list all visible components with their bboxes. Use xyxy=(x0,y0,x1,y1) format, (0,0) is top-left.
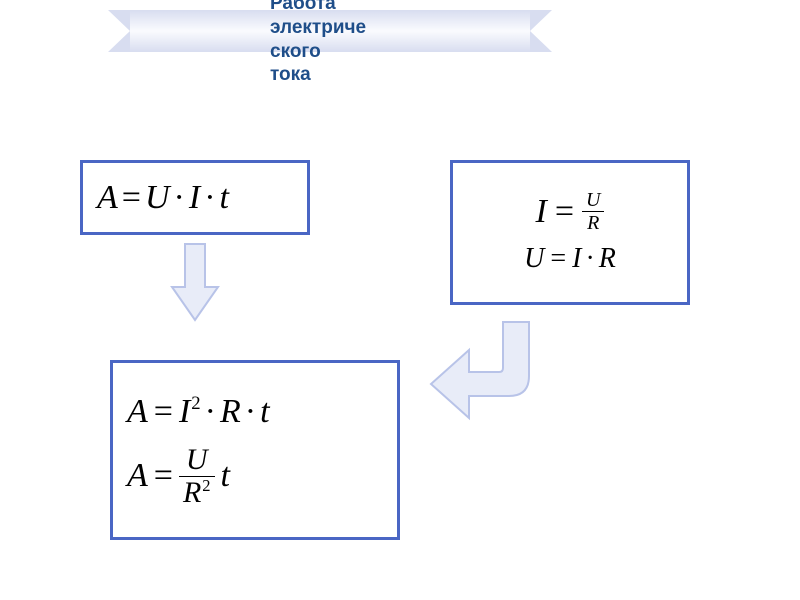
formula-box-ohms-law: I = U R U = I · R xyxy=(450,160,690,305)
sym: U xyxy=(524,243,544,275)
eq: = xyxy=(154,393,173,431)
eq: = xyxy=(154,457,173,495)
eq: = xyxy=(550,243,566,275)
dot: · xyxy=(245,393,256,431)
formula-box-main-work: A = U · I · t xyxy=(80,160,310,235)
denominator: R xyxy=(583,213,603,233)
sym: I xyxy=(536,193,547,231)
dot: · xyxy=(204,179,215,217)
eq: = xyxy=(122,179,141,217)
fraction: U R2 xyxy=(179,445,215,508)
title-banner: Работа электриче ского тока xyxy=(130,0,530,60)
formula-A-UoverR2-t: A = U R2 t xyxy=(127,445,383,508)
banner-chevron-left xyxy=(108,10,130,52)
banner-chevron-right xyxy=(530,10,552,52)
arrow-down-icon xyxy=(170,242,220,322)
sym: R xyxy=(220,393,241,431)
sym: A xyxy=(127,457,148,495)
sym: t xyxy=(220,179,229,217)
sym: t xyxy=(221,457,230,495)
formula-A-I2Rt: A = I2 · R · t xyxy=(127,393,383,431)
denominator: R2 xyxy=(179,478,215,508)
superscript: 2 xyxy=(202,476,210,495)
numerator: U xyxy=(182,445,212,475)
sym: U xyxy=(145,179,170,217)
title-line: Работа xyxy=(270,0,415,16)
formula-I-UoverR: I = U R xyxy=(536,190,605,233)
sym-base: I xyxy=(179,393,190,430)
eq: = xyxy=(555,193,574,231)
dot: · xyxy=(585,243,594,275)
title-text: Работа электриче ского тока xyxy=(270,0,415,87)
title-line: тока xyxy=(270,63,415,87)
formula-A-UIt: A = U · I · t xyxy=(97,179,293,217)
formula-box-derived-work: A = I2 · R · t A = U R2 t xyxy=(110,360,400,540)
sym-base: R xyxy=(183,476,201,509)
sym: A xyxy=(127,393,148,431)
formula-U-IR: U = I · R xyxy=(524,243,616,275)
superscript: 2 xyxy=(191,393,200,414)
dot: · xyxy=(174,179,185,217)
fraction: U R xyxy=(582,190,604,233)
title-line: ского xyxy=(270,40,415,64)
sym: I2 xyxy=(179,393,201,431)
numerator: U xyxy=(582,190,604,210)
sym: I xyxy=(572,243,581,275)
dot: · xyxy=(205,393,216,431)
sym: R xyxy=(599,243,616,275)
title-line: электриче xyxy=(270,16,415,40)
sym: t xyxy=(260,393,269,431)
sym: A xyxy=(97,179,118,217)
sym: I xyxy=(189,179,200,217)
arrow-curve-left-icon xyxy=(425,318,535,428)
